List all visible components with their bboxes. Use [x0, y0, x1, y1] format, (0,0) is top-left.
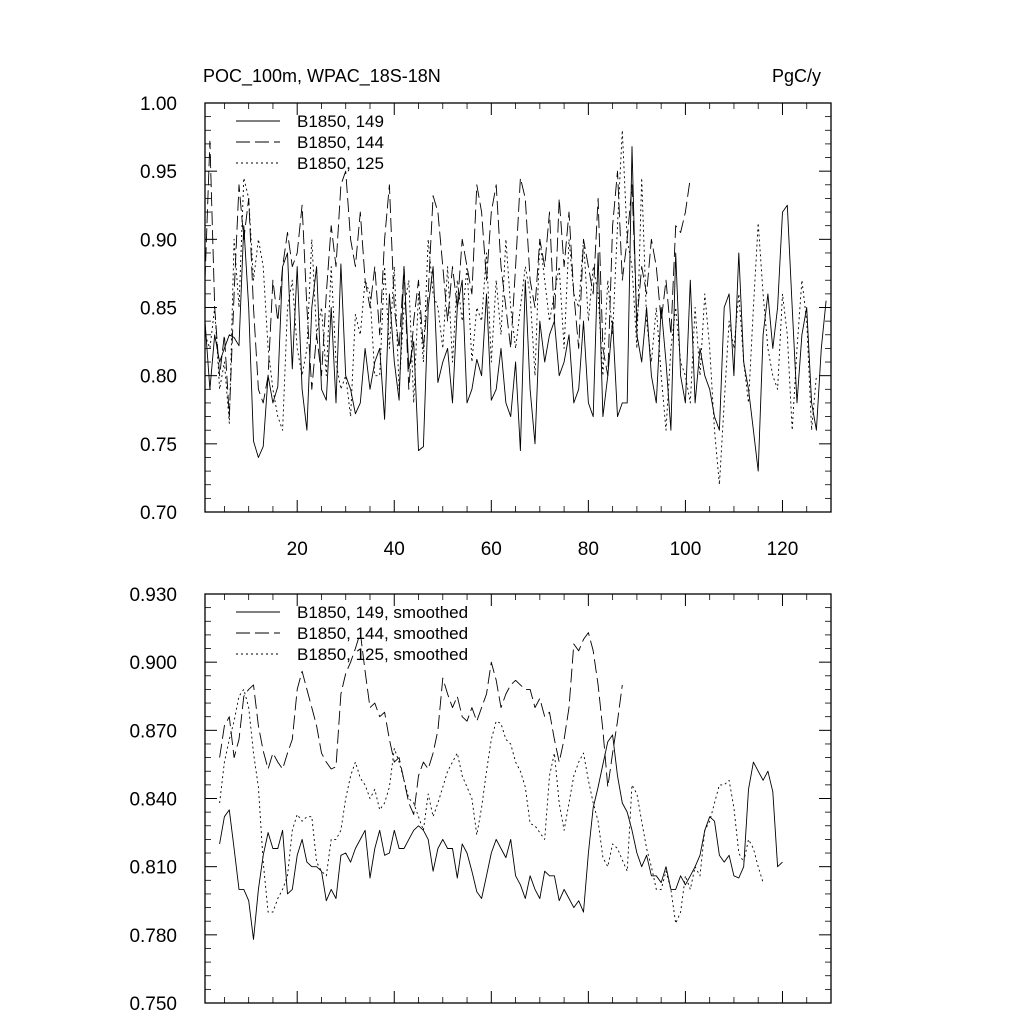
x-tick-label: 20 — [287, 539, 308, 560]
bottom-panel: 0.750 0.780 0.810 0.840 0.870 0.900 0.930 B1850… — [129, 585, 832, 1015]
legend-label: B1850, 144, smoothed — [297, 624, 468, 643]
y-tick-label: 0.95 — [140, 162, 177, 183]
chart-title-right: PgC/y — [772, 66, 821, 86]
series-line — [204, 129, 817, 486]
legend-label: B1850, 125 — [297, 154, 384, 173]
series-line — [219, 632, 623, 815]
y-tick-label: 0.780 — [129, 926, 177, 947]
y-tick-label: 0.870 — [129, 721, 177, 742]
x-tick-label: 60 — [481, 539, 502, 560]
y-tick-label: 0.900 — [129, 653, 177, 674]
y-tick-label: 0.90 — [140, 230, 177, 251]
legend-label: B1850, 144 — [297, 133, 384, 152]
x-tick-label: 40 — [384, 539, 405, 560]
x-tick-label: 80 — [578, 539, 599, 560]
series-line — [219, 734, 783, 940]
legend-label: B1850, 149, smoothed — [297, 603, 468, 622]
series-line — [204, 140, 691, 418]
y-tick-label: 0.810 — [129, 858, 177, 879]
y-tick-label: 0.840 — [129, 790, 177, 811]
y-tick-label: 0.85 — [140, 299, 177, 320]
legend-label: B1850, 149 — [297, 112, 384, 131]
chart-title-left: POC_100m, WPAC_18S-18N — [203, 66, 441, 87]
y-tick-label: 0.750 — [129, 994, 177, 1015]
y-tick-label: 0.80 — [140, 367, 177, 388]
legend-label: B1850, 125, smoothed — [297, 645, 468, 664]
series-line — [204, 146, 827, 472]
y-tick-label: 0.70 — [140, 503, 177, 524]
series-line — [219, 688, 764, 924]
y-tick-label: 0.930 — [129, 585, 177, 606]
x-tick-label: 100 — [670, 539, 702, 560]
x-tick-label: 120 — [767, 539, 799, 560]
top-panel: 0.70 0.75 0.80 0.85 0.90 0.95 1.00 20 40 60 80 100 1… — [140, 94, 832, 560]
y-tick-label: 1.00 — [140, 94, 177, 115]
y-tick-label: 0.75 — [140, 435, 177, 456]
